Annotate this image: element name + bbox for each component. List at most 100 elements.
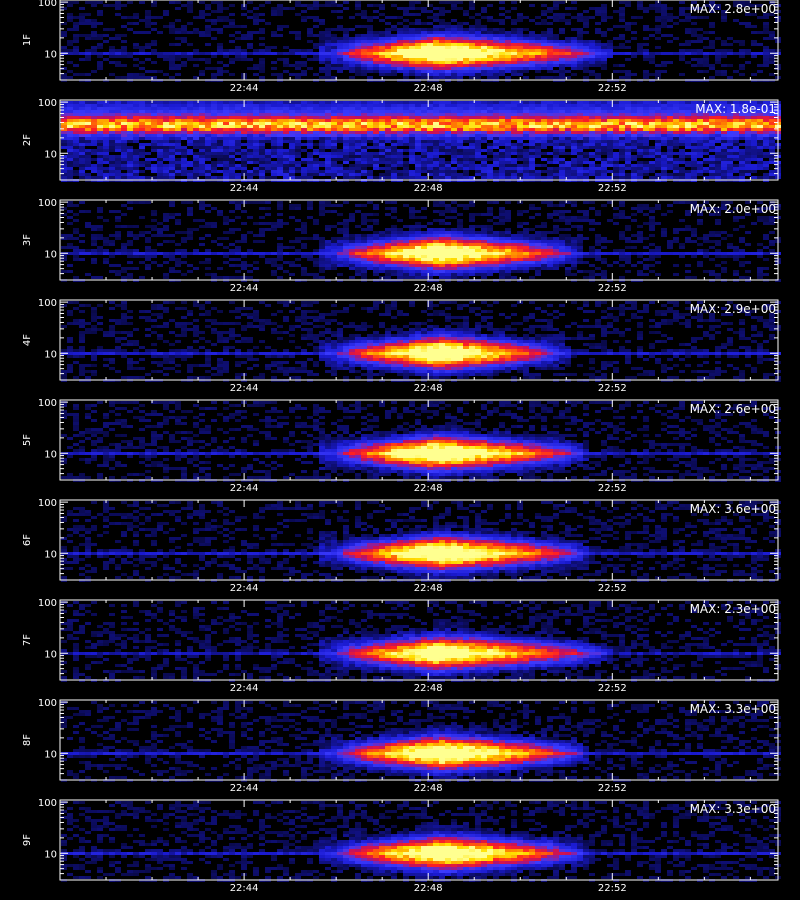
heatmap-cell xyxy=(169,155,175,158)
heatmap-cell xyxy=(445,52,451,55)
heatmap-cell xyxy=(589,104,595,107)
heatmap-cell xyxy=(223,125,229,128)
heatmap-cell xyxy=(739,152,745,155)
heatmap-cell xyxy=(523,116,529,119)
heatmap-cell xyxy=(583,43,589,46)
heatmap-cell xyxy=(313,1,319,4)
heatmap-cell xyxy=(529,4,535,7)
plot-frame xyxy=(59,99,779,181)
heatmap-cell xyxy=(373,107,379,110)
heatmap-cell xyxy=(331,67,337,70)
heatmap-cell xyxy=(463,43,469,46)
heatmap-cell xyxy=(127,170,133,173)
heatmap-cell xyxy=(157,125,163,128)
heatmap-cell xyxy=(343,40,349,43)
heatmap-cell xyxy=(379,4,385,7)
heatmap-cell xyxy=(523,110,529,113)
heatmap-cell xyxy=(301,137,307,140)
heatmap-cell xyxy=(349,140,355,143)
heatmap-cell xyxy=(301,167,307,170)
heatmap-cell xyxy=(391,46,397,49)
heatmap-cell xyxy=(85,161,91,164)
heatmap-cell xyxy=(205,128,211,131)
heatmap-cell xyxy=(127,73,133,76)
heatmap-cell xyxy=(547,128,553,131)
heatmap-cell xyxy=(511,119,517,122)
heatmap-cell xyxy=(289,31,295,34)
heatmap-cell xyxy=(265,1,271,4)
heatmap-cell xyxy=(463,104,469,107)
heatmap-cell xyxy=(331,58,337,61)
heatmap-cell xyxy=(415,43,421,46)
heatmap-cell xyxy=(115,164,121,167)
heatmap-cell xyxy=(631,176,637,179)
heatmap-cell xyxy=(673,173,679,176)
heatmap-cell xyxy=(73,158,79,161)
heatmap-cell xyxy=(157,143,163,146)
heatmap-cell xyxy=(553,46,559,49)
heatmap-cell xyxy=(655,19,661,22)
heatmap-cell xyxy=(589,155,595,158)
heatmap-cell xyxy=(229,73,235,76)
heatmap-cell xyxy=(505,201,511,204)
heatmap-cell xyxy=(445,140,451,143)
heatmap-cell xyxy=(79,34,85,37)
heatmap-cell xyxy=(583,140,589,143)
heatmap-cell xyxy=(211,122,217,125)
heatmap-cell xyxy=(637,149,643,152)
heatmap-cell xyxy=(703,149,709,152)
heatmap-cell xyxy=(571,116,577,119)
heatmap-cell xyxy=(523,70,529,73)
heatmap-cell xyxy=(151,43,157,46)
heatmap-cell xyxy=(583,40,589,43)
heatmap-cell xyxy=(367,61,373,64)
heatmap-cell xyxy=(451,46,457,49)
heatmap-cell xyxy=(313,43,319,46)
heatmap-cell xyxy=(739,116,745,119)
heatmap-cell xyxy=(673,161,679,164)
heatmap-cell xyxy=(223,170,229,173)
heatmap-cell xyxy=(751,52,757,55)
heatmap-cell xyxy=(637,101,643,104)
heatmap-cell xyxy=(655,73,661,76)
heatmap-cell xyxy=(553,116,559,119)
heatmap-cell xyxy=(415,55,421,58)
heatmap-cell xyxy=(601,140,607,143)
heatmap-cell xyxy=(157,122,163,125)
heatmap-cell xyxy=(187,101,193,104)
heatmap-cell xyxy=(325,34,331,37)
heatmap-cell xyxy=(247,67,253,70)
heatmap-cell xyxy=(289,161,295,164)
heatmap-cell xyxy=(397,16,403,19)
heatmap-cell xyxy=(289,131,295,134)
heatmap-cell xyxy=(415,22,421,25)
heatmap-cell xyxy=(607,161,613,164)
heatmap-cell xyxy=(529,155,535,158)
heatmap-cell xyxy=(709,116,715,119)
heatmap-cell xyxy=(481,134,487,137)
heatmap-cell xyxy=(217,52,223,55)
heatmap-cell xyxy=(577,125,583,128)
heatmap-cell xyxy=(649,155,655,158)
heatmap-cell xyxy=(433,119,439,122)
heatmap-cell xyxy=(73,128,79,131)
heatmap-cell xyxy=(367,125,373,128)
heatmap-cell xyxy=(115,55,121,58)
heatmap-cell xyxy=(661,131,667,134)
heatmap-cell xyxy=(577,58,583,61)
heatmap-cell xyxy=(751,122,757,125)
heatmap-cell xyxy=(541,140,547,143)
heatmap-cell xyxy=(583,146,589,149)
heatmap-cell xyxy=(643,173,649,176)
heatmap-cell xyxy=(121,164,127,167)
heatmap-cell xyxy=(229,110,235,113)
heatmap-cell xyxy=(337,204,343,207)
heatmap-cell xyxy=(361,134,367,137)
heatmap-cell xyxy=(631,146,637,149)
heatmap-cell xyxy=(235,49,241,52)
heatmap-cell xyxy=(187,43,193,46)
heatmap-cell xyxy=(709,40,715,43)
heatmap-cell xyxy=(565,122,571,125)
heatmap-cell xyxy=(415,104,421,107)
heatmap-cell xyxy=(457,140,463,143)
